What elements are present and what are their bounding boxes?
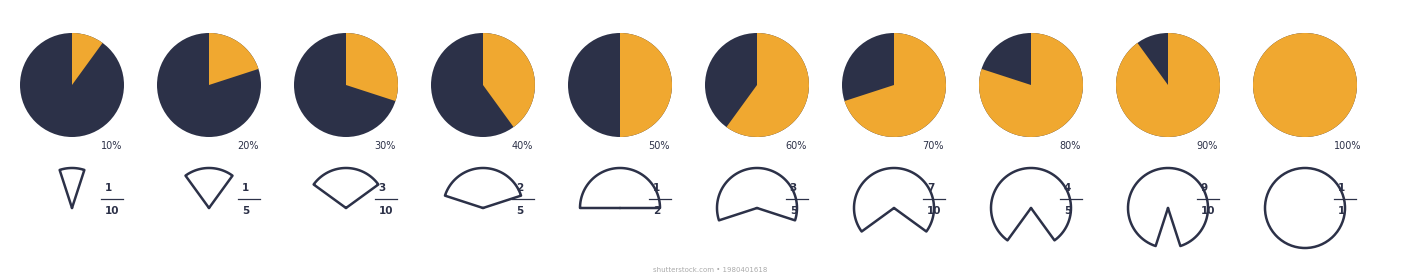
Circle shape	[431, 33, 534, 137]
Text: 1: 1	[242, 183, 249, 193]
Circle shape	[843, 33, 946, 137]
Text: 30%: 30%	[375, 141, 396, 151]
Text: 1: 1	[105, 183, 112, 193]
Text: 40%: 40%	[512, 141, 533, 151]
Text: 90%: 90%	[1196, 141, 1218, 151]
Wedge shape	[483, 33, 534, 127]
Wedge shape	[1115, 33, 1221, 137]
Text: 100%: 100%	[1333, 141, 1361, 151]
Wedge shape	[72, 33, 102, 85]
Circle shape	[1253, 33, 1357, 137]
Text: 5: 5	[1064, 206, 1071, 216]
Text: 20%: 20%	[237, 141, 259, 151]
Text: 60%: 60%	[786, 141, 807, 151]
Text: 5: 5	[516, 206, 523, 216]
Text: 70%: 70%	[922, 141, 944, 151]
Text: 3: 3	[379, 183, 387, 193]
Circle shape	[156, 33, 261, 137]
Wedge shape	[345, 33, 398, 101]
Circle shape	[20, 33, 124, 137]
Text: 10: 10	[1201, 206, 1215, 216]
Text: shutterstock.com • 1980401618: shutterstock.com • 1980401618	[654, 267, 767, 273]
Text: 2: 2	[516, 183, 523, 193]
Text: 50%: 50%	[648, 141, 671, 151]
Wedge shape	[844, 33, 946, 137]
Text: 5: 5	[242, 206, 249, 216]
Text: 3: 3	[790, 183, 797, 193]
Text: 1: 1	[652, 183, 659, 193]
Wedge shape	[209, 33, 259, 85]
Text: 1: 1	[1337, 206, 1346, 216]
Text: 9: 9	[1201, 183, 1208, 193]
Text: 5: 5	[790, 206, 797, 216]
Text: 7: 7	[926, 183, 934, 193]
Wedge shape	[620, 33, 672, 137]
Text: 10: 10	[926, 206, 941, 216]
Text: 10: 10	[105, 206, 119, 216]
Circle shape	[979, 33, 1083, 137]
Wedge shape	[726, 33, 809, 137]
Circle shape	[294, 33, 398, 137]
Text: 10%: 10%	[101, 141, 122, 151]
Circle shape	[568, 33, 672, 137]
Wedge shape	[1253, 33, 1357, 137]
Text: 2: 2	[652, 206, 659, 216]
Text: 10: 10	[379, 206, 394, 216]
Circle shape	[705, 33, 809, 137]
Circle shape	[1115, 33, 1221, 137]
Text: 4: 4	[1064, 183, 1071, 193]
Text: 80%: 80%	[1060, 141, 1081, 151]
Text: 1: 1	[1337, 183, 1346, 193]
Wedge shape	[979, 33, 1083, 137]
